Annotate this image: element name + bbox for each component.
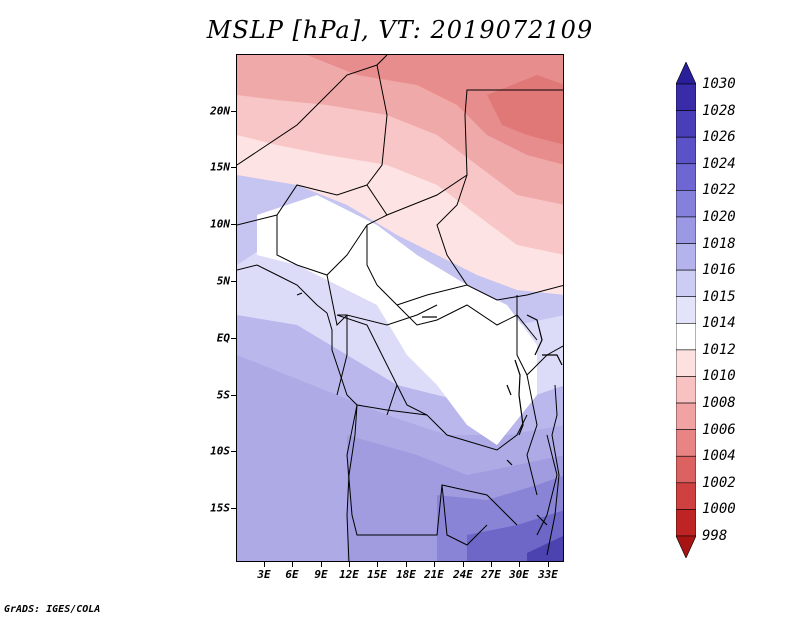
colorbar-label: 1026 xyxy=(702,129,736,146)
colorbar-label: 1030 xyxy=(702,76,736,92)
x-tick-15e: 15E xyxy=(367,568,387,581)
colorbar-segment xyxy=(676,136,696,165)
colorbar-segment xyxy=(676,349,696,377)
x-tickmark xyxy=(292,562,293,567)
colorbar-segment xyxy=(676,190,696,218)
lakes xyxy=(296,292,563,526)
x-tick-33e: 33E xyxy=(538,568,558,581)
colorbar-segment xyxy=(676,535,696,558)
field-1004-band xyxy=(487,75,563,145)
colorbar-segment xyxy=(676,455,696,484)
coastline xyxy=(237,264,560,561)
colorbar-label: 1015 xyxy=(702,288,736,305)
x-tick-21e: 21E xyxy=(424,568,444,581)
colorbar-segment xyxy=(676,216,696,244)
colorbar xyxy=(676,62,696,558)
colorbar-label: 1016 xyxy=(702,262,736,279)
x-tickmark xyxy=(349,562,350,567)
colorbar-label: 1014 xyxy=(702,315,736,332)
colorbar-label: 1012 xyxy=(702,341,736,358)
x-tickmark xyxy=(491,562,492,567)
y-tick-eq: EQ xyxy=(216,331,230,345)
mslp-map xyxy=(236,54,564,562)
x-tickmark xyxy=(434,562,435,567)
x-tick-24e: 24E xyxy=(453,568,473,581)
x-tick-18e: 18E xyxy=(396,568,416,581)
y-tickmark xyxy=(231,451,236,452)
colorbar-segment xyxy=(676,110,696,138)
y-tick-15s: 15S xyxy=(210,501,230,515)
colorbar-label: 1008 xyxy=(702,395,736,412)
grads-credit: GrADS: IGES/COLA xyxy=(4,604,101,615)
field-1006-band xyxy=(307,55,563,165)
x-tickmark xyxy=(377,562,378,567)
colorbar-segment xyxy=(676,83,696,111)
colorbar-segment xyxy=(676,269,696,298)
colorbar-segment xyxy=(676,376,696,404)
x-tick-6e: 6E xyxy=(285,568,299,581)
colorbar-label: 1000 xyxy=(702,501,736,518)
x-tick-9e: 9E xyxy=(314,568,328,581)
colorbar-label: 1024 xyxy=(702,155,736,172)
field-1014-band xyxy=(257,195,537,445)
y-tick-10n: 10N xyxy=(210,217,230,231)
colorbar-label: 1006 xyxy=(702,421,736,438)
y-tickmark xyxy=(231,338,236,339)
x-tick-12e: 12E xyxy=(339,568,359,581)
y-tickmark xyxy=(231,111,236,112)
colorbar-segment xyxy=(676,163,696,191)
y-tick-10s: 10S xyxy=(210,444,230,458)
x-tickmark xyxy=(264,562,265,567)
country-borders xyxy=(237,55,563,546)
y-tick-5s: 5S xyxy=(216,388,230,402)
y-tickmark xyxy=(231,281,236,282)
y-tick-15n: 15N xyxy=(210,160,230,174)
colorbar-segment xyxy=(676,429,696,457)
colorbar-label: 1022 xyxy=(702,182,736,199)
colorbar-segment xyxy=(676,509,696,537)
x-tickmark xyxy=(548,562,549,567)
colorbar-label: 1028 xyxy=(702,102,736,119)
x-tickmark xyxy=(406,562,407,567)
colorbar-label: 1004 xyxy=(702,448,736,465)
x-tickmark xyxy=(463,562,464,567)
colorbar-label: 1018 xyxy=(702,235,736,252)
colorbar-segment xyxy=(676,322,696,351)
map-title: MSLP [hPa], VT: 2019072109 xyxy=(206,16,594,44)
y-tickmark xyxy=(231,167,236,168)
colorbar-label: 1010 xyxy=(702,368,736,385)
colorbar-segment xyxy=(676,243,696,271)
y-tick-20n: 20N xyxy=(210,104,230,118)
x-tick-30e: 30E xyxy=(509,568,529,581)
x-tickmark xyxy=(321,562,322,567)
y-tick-5n: 5N xyxy=(216,274,230,288)
map-plot xyxy=(237,55,563,561)
colorbar-segment xyxy=(676,296,696,324)
colorbar-segment xyxy=(676,402,696,430)
colorbar-label: 998 xyxy=(702,528,728,544)
y-tickmark xyxy=(231,395,236,396)
x-tick-27e: 27E xyxy=(481,568,501,581)
x-tick-3e: 3E xyxy=(257,568,271,581)
y-tickmark xyxy=(231,224,236,225)
colorbar-segment xyxy=(676,482,696,510)
y-tickmark xyxy=(231,508,236,509)
colorbar-label: 1020 xyxy=(702,208,736,225)
field-1024-band xyxy=(527,535,563,561)
colorbar-segment xyxy=(676,62,696,85)
colorbar-label: 1002 xyxy=(702,474,736,491)
x-tickmark xyxy=(519,562,520,567)
